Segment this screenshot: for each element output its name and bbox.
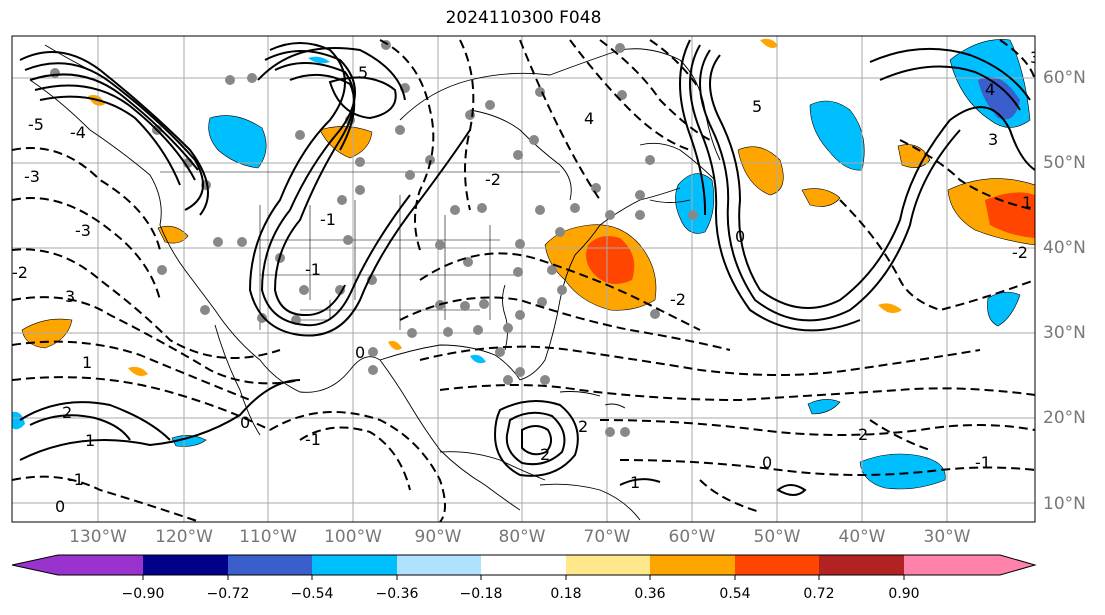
contour-label: 5	[358, 63, 368, 82]
map-title: 2024110300 F048	[445, 8, 602, 28]
contour-label: -1	[975, 453, 991, 472]
lat-label: 40°N	[1043, 238, 1086, 258]
contour-label: -1	[305, 430, 321, 449]
lon-label: 70°W	[583, 527, 631, 547]
colorbar-tick: −0.54	[290, 586, 334, 602]
dashed-contours	[12, 39, 1035, 522]
colorbar-segment	[143, 555, 228, 575]
lat-label: 60°N	[1043, 68, 1086, 88]
colorbar-segment	[735, 555, 819, 575]
solid-contours	[19, 39, 1035, 496]
colorbar-tick: −0.36	[375, 586, 419, 602]
lon-label: 110°W	[239, 527, 297, 547]
contour-label: 0	[240, 413, 250, 432]
contour-label: -2	[1012, 243, 1028, 262]
colorbar-segment	[819, 555, 904, 575]
lon-label: 30°W	[923, 527, 971, 547]
lat-label: 30°N	[1043, 323, 1086, 343]
contour-label: -1	[320, 210, 336, 229]
lon-label: 130°W	[69, 527, 127, 547]
lat-label: 20°N	[1043, 408, 1086, 428]
colorbar	[11, 554, 1037, 580]
contour-label: 3	[65, 287, 75, 306]
colorbar-segment	[397, 555, 481, 575]
lon-label: 90°W	[414, 527, 462, 547]
contour-label: -4	[70, 123, 86, 142]
lat-label: 10°N	[1043, 494, 1086, 514]
contour-label: 3	[988, 130, 998, 149]
colorbar-tick: −0.90	[121, 586, 165, 602]
lat-label: 50°N	[1043, 153, 1086, 173]
contour-label: 4	[584, 109, 594, 128]
contour-label: 3	[1030, 48, 1040, 67]
contour-labels: 5 -5 -4 -3 -2 -1 0 1 2 3 4 -2 -3 -2 -1 0…	[12, 48, 1040, 516]
contour-label: 1	[82, 353, 92, 372]
contour-label: 0	[55, 497, 65, 516]
colorbar-tick: 0.72	[803, 586, 835, 602]
plot-frame	[11, 35, 1036, 523]
contour-label: 0	[735, 227, 745, 246]
contour-label: -2	[12, 263, 28, 282]
colorbar-segment	[12, 555, 58, 575]
lon-label: 60°W	[668, 527, 716, 547]
colorbar-tick: 0.18	[550, 586, 582, 602]
contour-label: 2	[858, 425, 868, 444]
lon-label: 100°W	[324, 527, 382, 547]
contour-label: 1	[85, 431, 95, 450]
contour-label: -3	[75, 221, 91, 240]
colorbar-tick: 0.54	[719, 586, 751, 602]
contour-label: 1	[1022, 193, 1032, 212]
contour-label: -1	[305, 260, 321, 279]
colorbar-tick: −0.18	[459, 586, 503, 602]
colorbar-segment	[228, 555, 312, 575]
colorbar-tick: 0.90	[888, 586, 920, 602]
colorbar-segment	[904, 555, 1000, 575]
contour-label: 2	[578, 417, 588, 436]
colorbar-segment	[58, 555, 143, 575]
colorbar-segment	[312, 555, 397, 575]
colorbar-tick: 0.36	[634, 586, 666, 602]
contour-label: -1	[68, 470, 84, 489]
contour-label: 5	[752, 97, 762, 116]
contour-label: 4	[985, 80, 995, 99]
contour-label: -5	[28, 115, 44, 134]
colorbar-segment	[1000, 555, 1035, 575]
lon-label: 50°W	[753, 527, 801, 547]
contour-label: 0	[762, 453, 772, 472]
colorbar-segment	[566, 555, 650, 575]
map-plot: 5 -5 -4 -3 -2 -1 0 1 2 3 4 -2 -3 -2 -1 0…	[11, 35, 1040, 523]
contour-label: 1	[630, 473, 640, 492]
station-dots	[50, 40, 698, 437]
contour-label: -2	[485, 170, 501, 189]
lon-label: 80°W	[498, 527, 546, 547]
contour-label: 2	[62, 403, 72, 422]
state-borders	[160, 171, 560, 330]
colorbar-tick: −0.72	[206, 586, 250, 602]
colorbar-segment	[650, 555, 735, 575]
colorbar-segment	[481, 555, 566, 575]
lon-label: 40°W	[838, 527, 886, 547]
contour-label: 0	[355, 343, 365, 362]
contour-label: -3	[24, 167, 40, 186]
contour-label: -2	[670, 290, 686, 309]
contour-label: 2	[540, 445, 550, 464]
lon-label: 120°W	[155, 527, 213, 547]
shaded-anomalies	[12, 38, 1035, 490]
